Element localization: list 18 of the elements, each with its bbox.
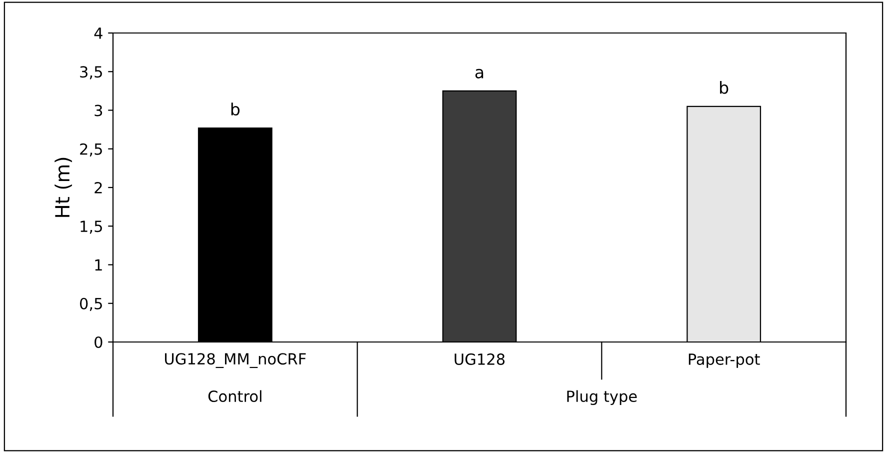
y-axis-title: Ht (m) [54,158,72,217]
y-tick-label: 1,5 [80,220,102,234]
y-tick-label: 4 [94,28,102,39]
y-tick-label: 3,5 [80,66,102,80]
x-tick-label: UG128_MM_noCRF [165,353,306,368]
y-tick-label: 0 [94,336,102,348]
text: Plug type [567,390,637,406]
y-tick-label: 2 [94,182,102,194]
x-tick-label: Paper-pot [688,354,760,368]
annotation: b [720,80,728,94]
y-tick-label: 0,5 [80,298,102,311]
y-tick-label: 2,5 [80,143,102,156]
annotation: b [231,102,240,116]
x-tick-label: UG128 [454,353,505,365]
y-tick-label: 1 [95,259,102,271]
text: Control [208,390,262,402]
annotation: a [475,68,484,78]
y-tick-label: 3 [94,104,102,116]
